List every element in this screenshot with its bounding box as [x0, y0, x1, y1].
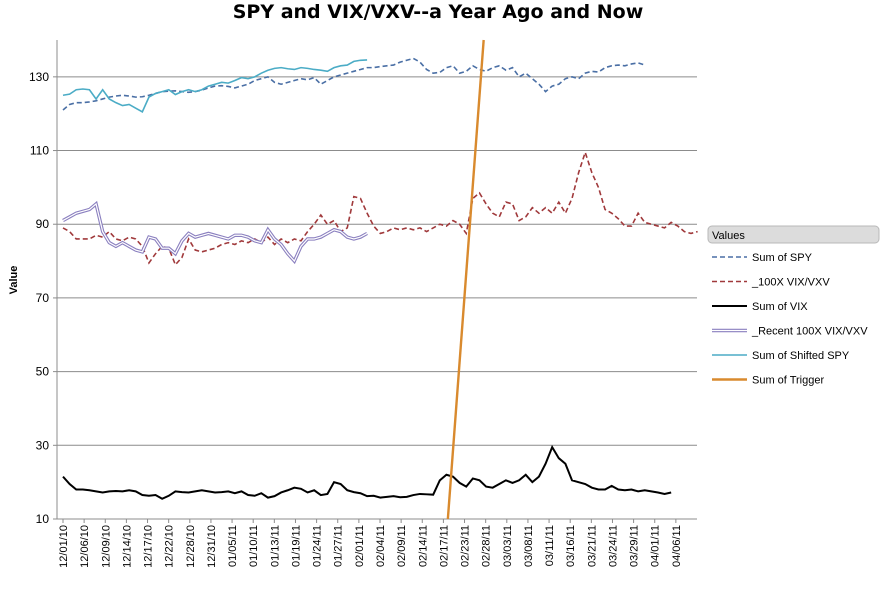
y-tick-label: 70	[36, 291, 50, 305]
legend-label: _100X VIX/VXV	[751, 277, 830, 289]
series--100x-vix-vxv	[62, 149, 698, 267]
legend-entry: _100X VIX/VXV	[712, 277, 830, 289]
x-tick-label: 02/28/11	[481, 525, 493, 567]
series-sum-of-vix	[62, 444, 672, 500]
legend-entry: Sum of Trigger	[712, 375, 824, 387]
x-tick-label: 02/09/11	[396, 525, 408, 567]
series-sum-of-trigger	[446, 39, 485, 520]
series-line	[62, 202, 368, 263]
legend-entry: Sum of SPY	[712, 252, 813, 264]
legend-label: Sum of VIX	[752, 301, 808, 313]
y-tick-label: 130	[29, 70, 49, 84]
y-tick-label: 10	[36, 512, 50, 526]
x-tick-label: 03/16/11	[565, 525, 577, 567]
series--recent-100x-vix-vxv	[62, 200, 368, 265]
x-tick-label: 12/22/10	[164, 525, 176, 568]
x-tick-label: 12/17/10	[143, 525, 155, 568]
y-tick-label: 30	[36, 438, 50, 452]
series-sum-of-spy	[62, 57, 645, 111]
legend-label: Sum of SPY	[752, 252, 813, 264]
x-tick-label: 01/24/11	[312, 525, 324, 567]
series-line	[62, 444, 672, 500]
x-tick-label: 02/17/11	[438, 525, 450, 567]
y-tick-label: 110	[30, 144, 49, 158]
legend-title: Values	[712, 230, 745, 242]
plot-area	[62, 39, 698, 520]
x-tick-label: 01/27/11	[333, 525, 345, 567]
x-tick-label: 12/14/10	[121, 525, 133, 568]
x-tick-label: 12/28/10	[185, 525, 197, 568]
x-tick-label: 03/03/11	[502, 525, 514, 567]
x-tick-label: 02/23/11	[460, 525, 472, 567]
y-tick-label: 50	[36, 365, 50, 379]
y-tick-label: 90	[36, 217, 50, 231]
x-tick-label: 01/10/11	[248, 525, 260, 567]
y-axis-label: Value	[8, 266, 20, 295]
y-axis: 10 30 50 70 90 110 130	[29, 40, 58, 526]
x-tick-label: 03/24/11	[607, 525, 619, 567]
series-line	[62, 59, 368, 113]
x-tick-label: 02/04/11	[375, 525, 387, 567]
trigger-line	[446, 39, 485, 520]
x-tick-label: 03/21/11	[586, 525, 598, 567]
legend: Values Sum of SPY _100X VIX/VXV Sum of VIX…	[707, 225, 880, 387]
legend-label: _Recent 100X VIX/VXV	[751, 326, 868, 338]
x-tick-label: 02/14/11	[417, 525, 429, 567]
legend-entry: Sum of VIX	[712, 301, 808, 313]
gridlines	[57, 76, 697, 446]
x-tick-label: 12/01/10	[58, 525, 70, 568]
series-sum-of-shifted-spy	[62, 59, 368, 113]
x-tick-label: 03/29/11	[629, 525, 641, 567]
x-tick-label: 12/06/10	[79, 525, 91, 568]
x-tick-label: 12/31/10	[206, 525, 218, 568]
x-tick-label: 04/06/11	[671, 525, 683, 567]
x-tick-label: 03/11/11	[544, 525, 556, 566]
x-tick-label: 01/19/11	[290, 525, 302, 567]
legend-label: Sum of Trigger	[752, 375, 824, 387]
x-tick-label: 01/13/11	[269, 525, 281, 567]
x-tick-label: 04/01/11	[650, 525, 662, 567]
series-line	[62, 57, 645, 111]
x-tick-label: 12/09/10	[100, 525, 112, 568]
x-tick-label: 02/01/11	[354, 525, 366, 567]
legend-entry: Sum of Shifted SPY	[712, 350, 850, 362]
x-tick-label: 01/05/11	[227, 525, 239, 567]
series-line	[62, 149, 698, 267]
legend-entry: _Recent 100X VIX/VXV	[712, 326, 868, 338]
legend-header-bar	[707, 225, 880, 244]
x-tick-label: 03/08/11	[523, 525, 535, 567]
legend-label: Sum of Shifted SPY	[752, 350, 850, 362]
x-axis: 12/01/10 12/06/10 12/09/10 12/14/10 12/17/10…	[57, 518, 697, 568]
chart-title: SPY and VIX/VXV--a Year Ago and Now	[233, 1, 644, 23]
